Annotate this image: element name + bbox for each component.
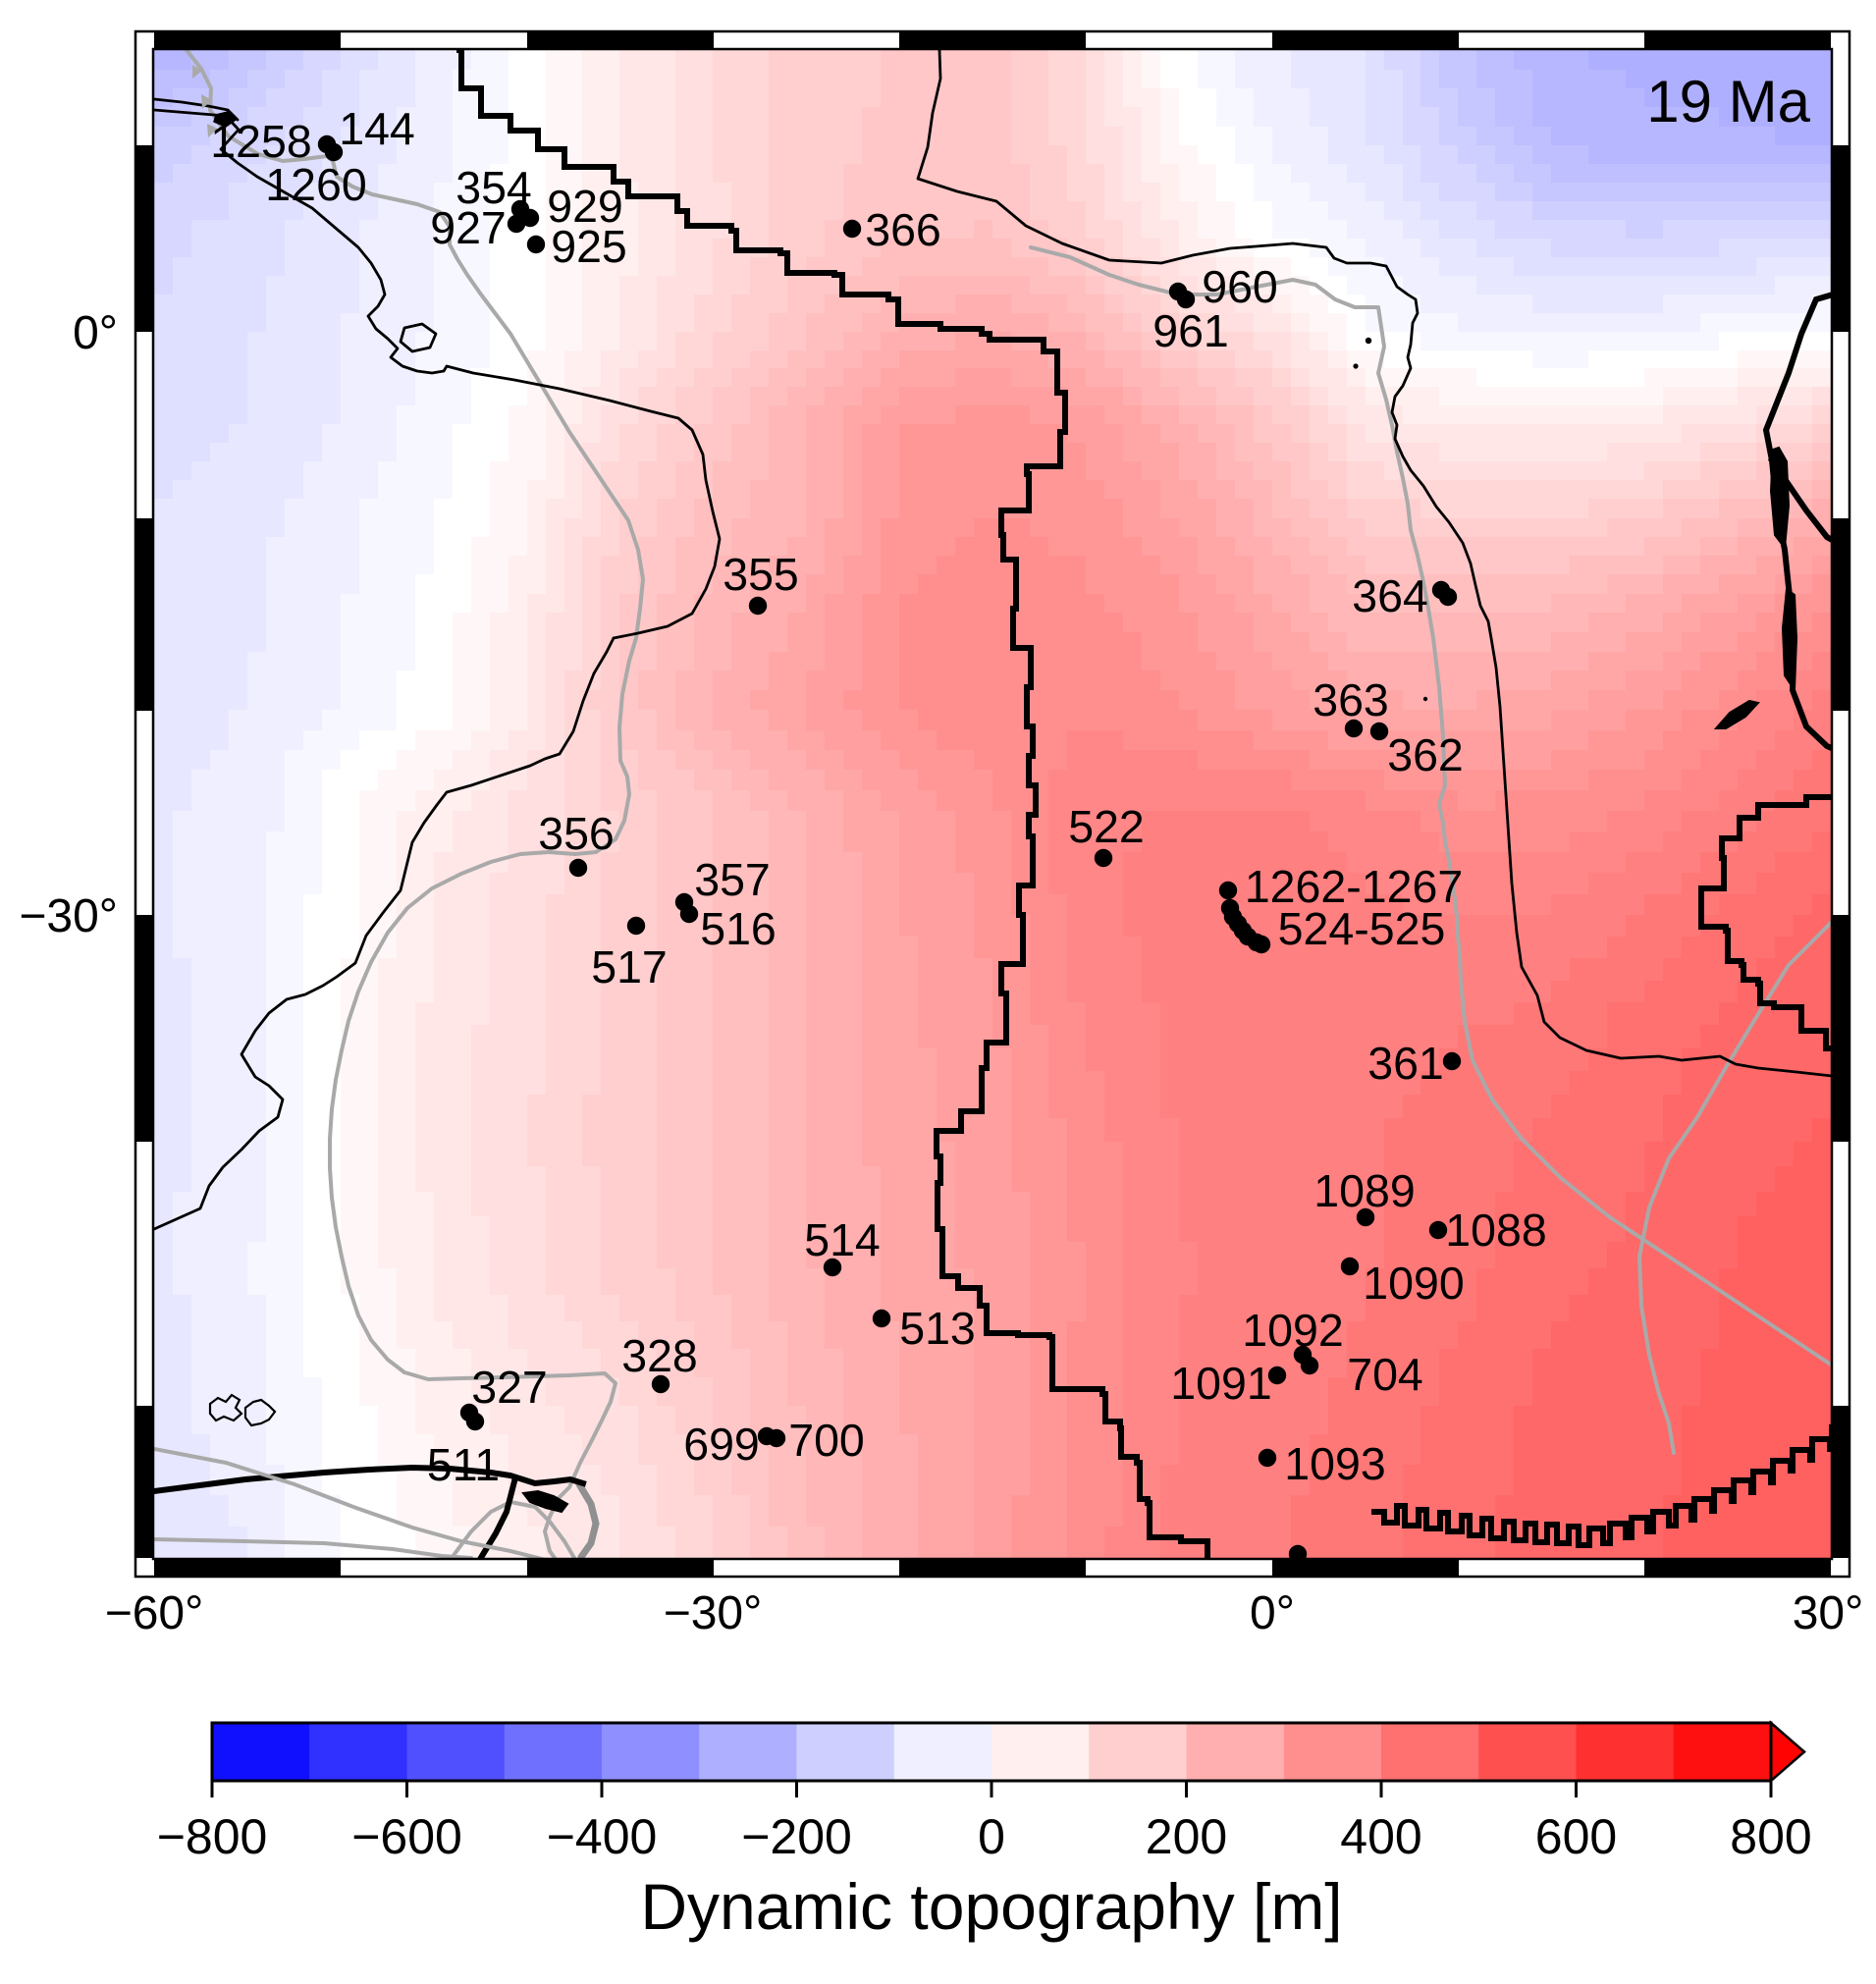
- svg-text:366: 366: [865, 204, 941, 255]
- svg-text:−60°: −60°: [105, 1587, 204, 1639]
- svg-text:704: 704: [1347, 1349, 1423, 1400]
- svg-text:0°: 0°: [1250, 1587, 1295, 1639]
- svg-text:700: 700: [788, 1415, 865, 1466]
- svg-text:327: 327: [471, 1362, 548, 1413]
- svg-text:−30°: −30°: [664, 1587, 763, 1639]
- svg-text:511: 511: [427, 1439, 500, 1490]
- svg-text:354: 354: [456, 162, 532, 213]
- svg-text:0°: 0°: [73, 307, 118, 359]
- svg-text:364: 364: [1352, 570, 1428, 621]
- svg-text:927: 927: [430, 202, 507, 253]
- svg-text:363: 363: [1313, 674, 1389, 725]
- svg-text:514: 514: [804, 1214, 881, 1265]
- svg-text:−30°: −30°: [19, 890, 118, 942]
- svg-text:517: 517: [591, 941, 668, 992]
- svg-text:600: 600: [1535, 1809, 1617, 1864]
- svg-text:961: 961: [1152, 305, 1229, 356]
- svg-text:960: 960: [1202, 261, 1278, 312]
- svg-text:524-525: 524-525: [1278, 903, 1446, 954]
- svg-text:1260: 1260: [265, 159, 366, 210]
- svg-text:1093: 1093: [1284, 1438, 1385, 1489]
- svg-text:400: 400: [1340, 1809, 1421, 1864]
- svg-text:1091: 1091: [1170, 1358, 1271, 1409]
- svg-text:328: 328: [621, 1330, 698, 1381]
- svg-text:144: 144: [339, 103, 415, 154]
- svg-text:1090: 1090: [1363, 1258, 1464, 1309]
- svg-text:800: 800: [1730, 1809, 1811, 1864]
- svg-text:361: 361: [1367, 1038, 1444, 1089]
- svg-text:200: 200: [1146, 1809, 1227, 1864]
- svg-text:929: 929: [547, 181, 623, 232]
- svg-text:1089: 1089: [1313, 1165, 1415, 1216]
- svg-text:−200: −200: [741, 1809, 852, 1864]
- svg-text:513: 513: [899, 1303, 976, 1354]
- svg-text:522: 522: [1068, 801, 1145, 852]
- svg-text:1262-1267: 1262-1267: [1245, 861, 1463, 912]
- svg-text:1092: 1092: [1242, 1305, 1343, 1356]
- svg-text:−400: −400: [547, 1809, 658, 1864]
- svg-text:1258: 1258: [210, 116, 311, 167]
- svg-text:Dynamic topography [m]: Dynamic topography [m]: [640, 1870, 1342, 1943]
- svg-text:699: 699: [683, 1419, 760, 1470]
- svg-text:357: 357: [694, 854, 771, 905]
- svg-text:355: 355: [723, 549, 799, 600]
- svg-text:925: 925: [551, 221, 627, 272]
- svg-text:−800: −800: [157, 1809, 268, 1864]
- svg-text:1088: 1088: [1445, 1205, 1546, 1256]
- svg-text:0: 0: [978, 1809, 1005, 1864]
- svg-text:516: 516: [700, 903, 777, 954]
- svg-text:−600: −600: [351, 1809, 462, 1864]
- svg-text:362: 362: [1387, 729, 1464, 780]
- svg-text:30°: 30°: [1793, 1587, 1864, 1639]
- svg-text:19 Ma: 19 Ma: [1646, 69, 1810, 134]
- svg-text:356: 356: [538, 808, 615, 859]
